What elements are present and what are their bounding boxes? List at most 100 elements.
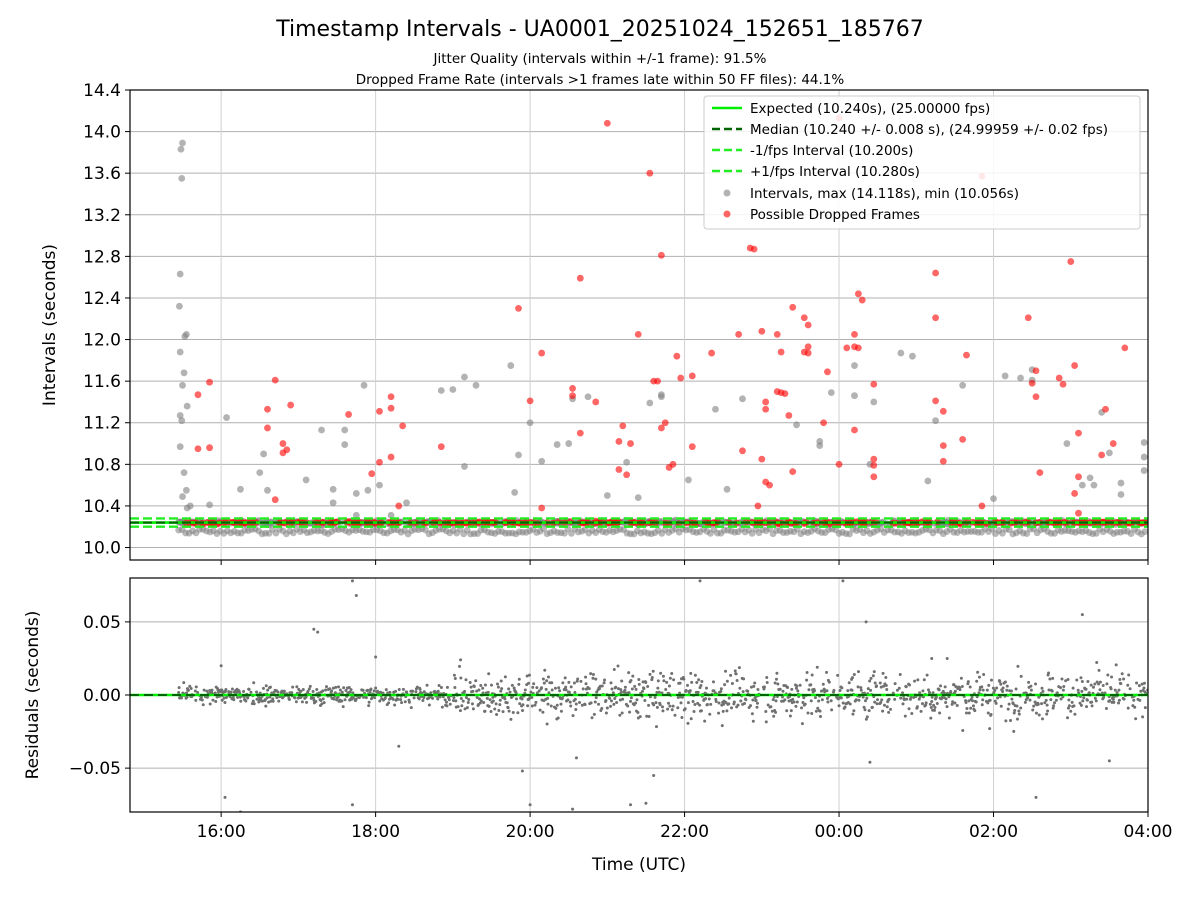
residual-point (550, 688, 554, 692)
residual-point (898, 672, 902, 676)
x-tick-label: 16:00 (197, 822, 246, 842)
residual-point (629, 679, 633, 683)
top-y-tick-label: 14.4 (83, 81, 121, 101)
residual-point (232, 698, 236, 702)
residual-point (756, 688, 760, 692)
residual-point (1075, 678, 1079, 682)
residual-point (571, 714, 575, 718)
top-y-tick-label: 10.4 (83, 497, 121, 517)
residual-point (803, 702, 807, 706)
residual-point (1110, 675, 1114, 679)
dropped-frame-point (858, 296, 866, 304)
residual-point (820, 698, 824, 702)
residual-point (275, 696, 279, 700)
residual-point (372, 689, 376, 693)
residual-point (1106, 673, 1110, 677)
residual-point (458, 709, 462, 713)
interval-point (180, 469, 188, 477)
residual-point (809, 683, 813, 687)
interval-point (403, 499, 410, 507)
interval-point (376, 481, 383, 489)
residual-point (301, 687, 305, 691)
residual-point (869, 676, 873, 680)
residual-point (749, 685, 753, 689)
residual-point (474, 679, 478, 683)
residual-point (724, 669, 728, 673)
residual-point (515, 697, 519, 701)
dropped-frame-point (206, 378, 213, 386)
residual-point (653, 695, 657, 699)
interval-point (634, 494, 642, 502)
residual-point (573, 697, 577, 701)
residual-point (542, 681, 546, 685)
dropped-frame-point (750, 245, 758, 253)
residual-point (721, 709, 725, 713)
dropped-frame-point (735, 330, 743, 338)
residual-point (415, 685, 419, 689)
residual-point (791, 697, 795, 701)
residual-point (724, 700, 728, 704)
residual-point (709, 702, 713, 706)
interval-point (712, 405, 719, 413)
residual-point (812, 689, 816, 693)
residual-point (699, 709, 703, 713)
residual-point (1085, 705, 1089, 709)
residual-point (764, 720, 768, 724)
interval-point (723, 485, 731, 493)
residual-point (500, 687, 504, 691)
residual-point (541, 677, 545, 681)
interval-point (1141, 528, 1148, 536)
legend: Expected (10.240s), (25.00000 fps) Media… (703, 95, 1141, 230)
residual-point (690, 680, 694, 684)
residual-point (1079, 703, 1083, 707)
top-x-ticks (220, 560, 1149, 565)
dropped-frame-point (345, 411, 352, 418)
residual-point (904, 685, 908, 689)
interval-point (897, 349, 905, 357)
residual-point (1009, 689, 1013, 693)
residual-point (545, 679, 549, 683)
residual-point (493, 707, 497, 711)
residual-point (574, 707, 578, 711)
residual-point (505, 701, 509, 705)
residual-point (750, 712, 754, 716)
residual-point (619, 690, 623, 694)
residual-point (525, 674, 529, 678)
dropped-frame-point (870, 473, 878, 481)
residual-point (781, 689, 785, 693)
residual-point (1001, 690, 1005, 694)
residual-point (865, 696, 869, 700)
interval-point (179, 139, 186, 147)
residual-point (1089, 683, 1093, 687)
residual-point (800, 706, 804, 710)
residual-point (680, 715, 684, 719)
residual-point (934, 695, 938, 699)
residual-point (821, 682, 825, 686)
residual-point (919, 709, 923, 713)
residual-point (261, 699, 265, 703)
residual-point (369, 687, 373, 691)
residual-point (876, 698, 880, 702)
top-points (175, 114, 1148, 538)
residual-point (578, 700, 582, 704)
residual-point (629, 699, 633, 703)
residual-point (1132, 698, 1136, 702)
residual-point (967, 699, 971, 703)
residual-point (491, 695, 495, 699)
residual-point (1105, 682, 1109, 686)
residual-point (661, 674, 665, 678)
residual-point (1116, 701, 1120, 705)
residual-point (452, 673, 456, 677)
residual-point (1052, 704, 1056, 708)
residual-point (753, 681, 757, 685)
residual-point (807, 688, 811, 692)
residual-point (503, 697, 507, 701)
residual-point (324, 685, 328, 689)
residual-point (202, 688, 206, 692)
residual-point (939, 697, 943, 701)
residual-point (686, 683, 690, 687)
residual-point (1009, 719, 1013, 723)
residual-point (1061, 688, 1065, 692)
residual-point (954, 685, 958, 689)
residual-point (337, 685, 341, 689)
